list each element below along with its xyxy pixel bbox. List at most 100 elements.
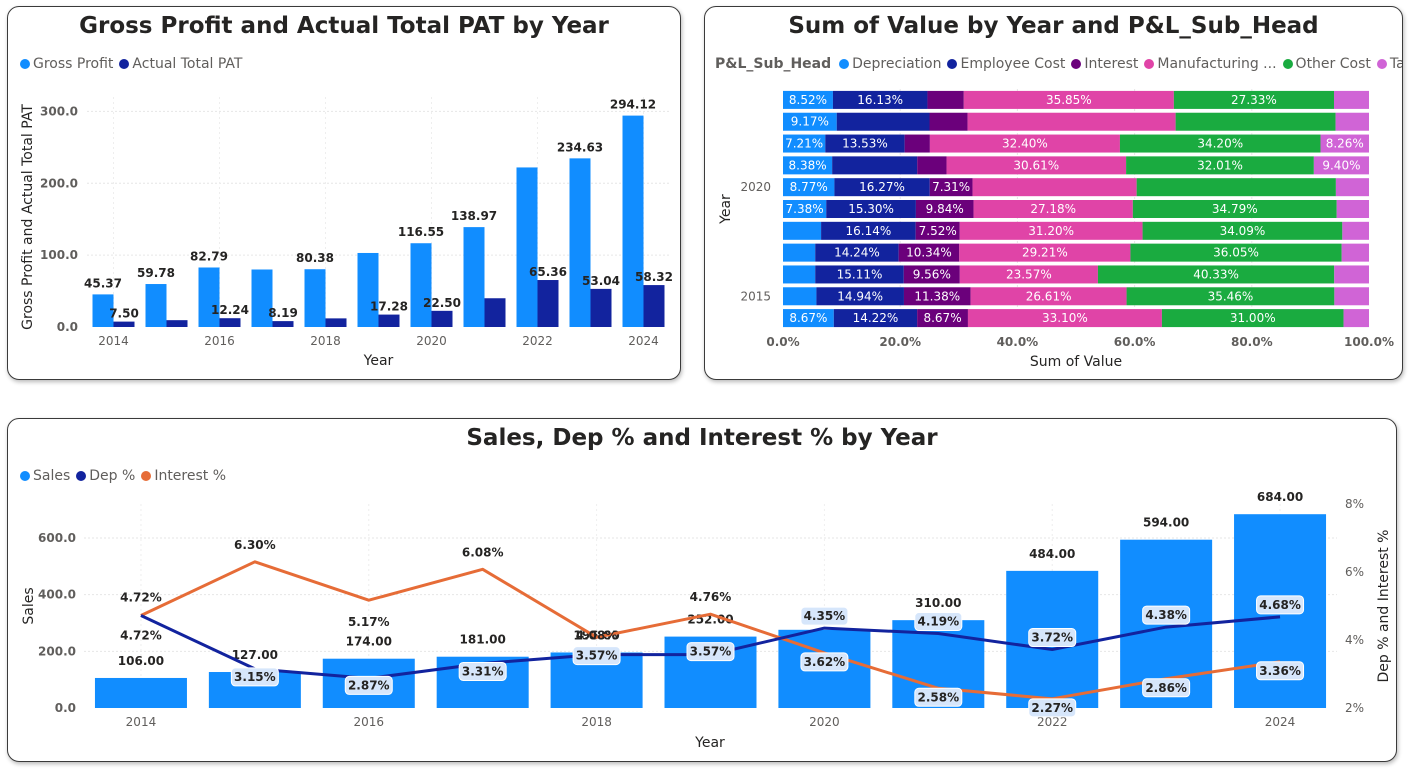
- y2-axis-title: Dep % and Interest %: [1376, 530, 1392, 683]
- x-tick-label: 2014: [98, 334, 129, 348]
- data-label-pat: 7.50: [109, 307, 139, 321]
- y-tick-label: 2020: [740, 180, 771, 194]
- segment-label: 29.21%: [1022, 246, 1068, 260]
- bar-gross-profit: [623, 116, 644, 327]
- data-label-dep-pct: 4.35%: [804, 609, 846, 623]
- segment-label: 11.38%: [914, 289, 960, 303]
- data-label-gross-profit: 80.38: [296, 251, 334, 265]
- sales-dep-interest-chart-panel: Sales, Dep % and Interest % by Year Sale…: [7, 418, 1397, 762]
- data-label-gross-profit: 82.79: [190, 249, 228, 263]
- x-tick-label: 2016: [204, 334, 235, 348]
- y-tick-label: 100.0: [40, 248, 78, 262]
- data-label-interest-pct: 6.08%: [462, 545, 504, 559]
- x-tick-label: 2016: [353, 715, 384, 729]
- y-tick-label: 0.0: [55, 701, 76, 715]
- data-label-sales: 106.00: [118, 654, 164, 668]
- data-label-gross-profit: 45.37: [84, 276, 122, 290]
- x-tick-label: 60.0%: [1114, 335, 1156, 349]
- data-label-dep-pct: 3.57%: [576, 649, 618, 663]
- data-label-dep-pct: 4.72%: [120, 629, 162, 643]
- segment-label: 8.67%: [923, 311, 961, 325]
- x-tick-label: 2020: [416, 334, 447, 348]
- bar-segment: [832, 156, 917, 174]
- segment-label: 13.53%: [842, 137, 888, 151]
- x-tick-label: 2018: [581, 715, 612, 729]
- data-label-pat: 65.36: [529, 265, 567, 279]
- segment-label: 23.57%: [1006, 267, 1052, 281]
- bar-segment: [905, 135, 930, 153]
- bar-segment: [837, 113, 930, 131]
- segment-label: 14.94%: [837, 289, 883, 303]
- segment-label: 34.79%: [1212, 202, 1258, 216]
- bar-actual-total-pat: [379, 315, 400, 327]
- segment-label: 15.11%: [837, 267, 883, 281]
- segment-label: 16.13%: [857, 93, 903, 107]
- bar-segment: [783, 222, 821, 240]
- bar-segment: [1336, 178, 1369, 196]
- bar-segment: [1342, 222, 1369, 240]
- x-tick-label: 80.0%: [1231, 335, 1273, 349]
- y2-tick-label: 2%: [1345, 701, 1364, 715]
- data-label-sales: 484.00: [1029, 547, 1075, 561]
- segment-label: 14.22%: [853, 311, 899, 325]
- bar-segment: [783, 244, 815, 262]
- bar-segment: [1344, 309, 1369, 327]
- data-label-interest-pct: 3.62%: [804, 655, 846, 669]
- data-label-sales: 684.00: [1257, 490, 1303, 504]
- segment-label: 9.17%: [791, 115, 829, 129]
- segment-label: 8.38%: [789, 158, 827, 172]
- segment-label: 7.31%: [932, 180, 970, 194]
- y-tick-label: 600.0: [38, 531, 76, 545]
- segment-label: 16.27%: [859, 180, 905, 194]
- segment-label: 32.40%: [1002, 137, 1048, 151]
- data-label-gross-profit: 234.63: [557, 140, 603, 154]
- bar-segment: [927, 91, 963, 109]
- segment-label: 35.46%: [1208, 289, 1254, 303]
- x-axis-title: Year: [363, 353, 394, 369]
- sales-dep-interest-plot: 0.0 200.0 400.0 600.0 2% 4% 6% 8% 106.00 2014 127.…: [8, 419, 1396, 761]
- y-tick-label: 0.0: [57, 320, 78, 334]
- data-label-gross-profit: 138.97: [451, 209, 497, 223]
- bar-segment: [1337, 200, 1369, 218]
- segment-label: 30.61%: [1013, 158, 1059, 172]
- bar-actual-total-pat: [538, 280, 559, 327]
- bar-actual-total-pat: [326, 318, 347, 327]
- y2-tick-label: 4%: [1345, 633, 1364, 647]
- data-label-interest-pct: 4.76%: [690, 590, 732, 604]
- data-label-sales: 181.00: [460, 633, 506, 647]
- bar-actual-total-pat: [273, 321, 294, 327]
- bar-actual-total-pat: [644, 285, 665, 327]
- bar-gross-profit: [517, 167, 538, 327]
- bar-actual-total-pat: [432, 311, 453, 327]
- x-tick-label: 0.0%: [766, 335, 799, 349]
- sum-of-value-plot: 0.0% 20.0% 40.0% 60.0% 80.0% 100.0%8.52% 16.13…: [705, 7, 1402, 379]
- segment-label: 9.84%: [926, 202, 964, 216]
- segment-label: 8.26%: [1326, 137, 1364, 151]
- y-tick-label: 200.0: [40, 176, 78, 190]
- segment-label: 7.52%: [919, 224, 957, 238]
- bar-segment: [1176, 113, 1336, 131]
- data-label-interest-pct: 4.08%: [576, 628, 618, 642]
- bar-segment: [1137, 178, 1336, 196]
- bar-segment: [1334, 91, 1369, 109]
- bar-segment: [783, 265, 815, 283]
- data-label-dep-pct: 3.57%: [690, 645, 732, 659]
- data-label-dep-pct: 3.15%: [234, 670, 276, 684]
- segment-label: 16.14%: [845, 224, 891, 238]
- data-label-dep-pct: 4.68%: [1259, 598, 1301, 612]
- x-tick-label: 20.0%: [879, 335, 921, 349]
- bar-actual-total-pat: [167, 320, 188, 327]
- bar-actual-total-pat: [485, 298, 506, 327]
- segment-label: 9.56%: [913, 267, 951, 281]
- sum-of-value-chart-panel: Sum of Value by Year and P&L_Sub_Head P&…: [704, 6, 1403, 380]
- x-axis-title: Year: [694, 735, 725, 751]
- gross-profit-pat-plot: 0.0 100.0 200.0 300.0 45.37 7.50 2014 59.78 82.7…: [8, 7, 680, 379]
- y-axis-title: Year: [718, 194, 734, 225]
- bar-segment: [783, 287, 816, 305]
- data-label-pat: 53.04: [582, 274, 620, 288]
- segment-label: 15.30%: [848, 202, 894, 216]
- data-label-sales: 594.00: [1143, 516, 1189, 530]
- data-label-dep-pct: 4.19%: [917, 615, 959, 629]
- bar-gross-profit: [305, 269, 326, 327]
- segment-label: 7.38%: [786, 202, 824, 216]
